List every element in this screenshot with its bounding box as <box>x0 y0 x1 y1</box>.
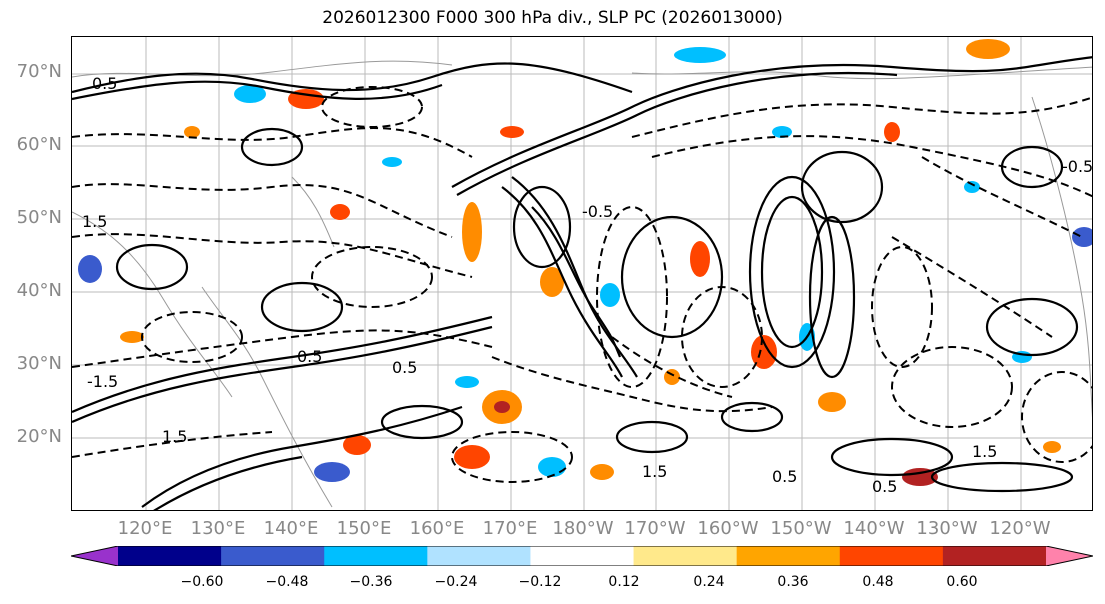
colorbar-tick: 0.36 <box>777 574 809 590</box>
contour-label: 0.5 <box>297 347 322 366</box>
colorbar-block <box>427 546 531 566</box>
colorbar-tick: −0.60 <box>180 574 224 590</box>
map-title: 2026012300 F000 300 hPa div., SLP PC (20… <box>322 8 783 28</box>
lat-label-20n: 20°N <box>16 426 62 447</box>
lon-label-160e: 160°E <box>409 518 465 539</box>
contour-labels: 0.5 1.5 -1.5 0.5 1.5 0.5 -0.5 1.5 0.5 0.… <box>82 74 1093 496</box>
lon-label-150e: 150°E <box>336 518 392 539</box>
colorbar-extend-high <box>1046 546 1093 566</box>
contour-label: 0.5 <box>772 467 797 486</box>
lon-label-180w: 180°W <box>552 518 614 539</box>
colorbar-tick: 0.12 <box>608 574 640 590</box>
colorbar-block <box>118 546 222 566</box>
lat-lon-grid <box>72 37 1092 510</box>
colorbar-block <box>530 546 635 566</box>
contour-label: 0.5 <box>872 477 897 496</box>
lat-label-60n: 60°N <box>16 134 62 155</box>
colorbar-extend-low <box>71 546 118 566</box>
contour-label: -0.5 <box>582 202 613 221</box>
colorbar-tick: −0.48 <box>265 574 309 590</box>
colorbar-block <box>633 546 738 566</box>
lon-label-130w: 130°W <box>916 518 978 539</box>
contour-label: 1.5 <box>82 212 107 231</box>
lon-label-170w: 170°W <box>624 518 686 539</box>
contour-label: 1.5 <box>642 462 667 481</box>
lat-label-70n: 70°N <box>16 61 62 82</box>
lat-label-30n: 30°N <box>16 353 62 374</box>
colorbar-tick: 0.24 <box>693 574 725 590</box>
slp-contours-dashed <box>72 86 1092 483</box>
colorbar-block <box>324 546 428 566</box>
colorbar-block <box>839 546 944 566</box>
divergence-shading <box>78 39 1092 486</box>
lon-label-150w: 150°W <box>770 518 832 539</box>
colorbar-tick: −0.24 <box>434 574 478 590</box>
colorbar-tick: −0.36 <box>349 574 393 590</box>
colorbar-tick: −0.12 <box>518 574 562 590</box>
lat-label-40n: 40°N <box>16 280 62 301</box>
lon-label-120e: 120°E <box>117 518 173 539</box>
contour-label: 0.5 <box>92 74 117 93</box>
contour-label: -1.5 <box>87 372 118 391</box>
contour-label: -0.5 <box>1062 157 1093 176</box>
slp-contours-solid <box>72 56 1092 510</box>
lon-label-140e: 140°E <box>263 518 319 539</box>
contour-label: 1.5 <box>972 442 997 461</box>
colorbar-tick: 0.48 <box>862 574 894 590</box>
lon-label-120w: 120°W <box>989 518 1051 539</box>
colorbar-block <box>942 546 1047 566</box>
lon-label-160w: 160°W <box>697 518 759 539</box>
colorbar-block <box>221 546 325 566</box>
map-canvas: 0.5 1.5 -1.5 0.5 1.5 0.5 -0.5 1.5 0.5 0.… <box>72 37 1093 510</box>
lon-label-130e: 130°E <box>190 518 246 539</box>
colorbar-tick: 0.60 <box>946 574 978 590</box>
contour-label: 0.5 <box>392 358 417 377</box>
lon-label-140w: 140°W <box>843 518 905 539</box>
contour-label: 1.5 <box>162 427 187 446</box>
map-panel: 0.5 1.5 -1.5 0.5 1.5 0.5 -0.5 1.5 0.5 0.… <box>71 36 1093 511</box>
lon-label-170e: 170°E <box>482 518 538 539</box>
colorbar <box>71 546 1093 566</box>
colorbar-block <box>736 546 841 566</box>
lat-label-50n: 50°N <box>16 207 62 228</box>
